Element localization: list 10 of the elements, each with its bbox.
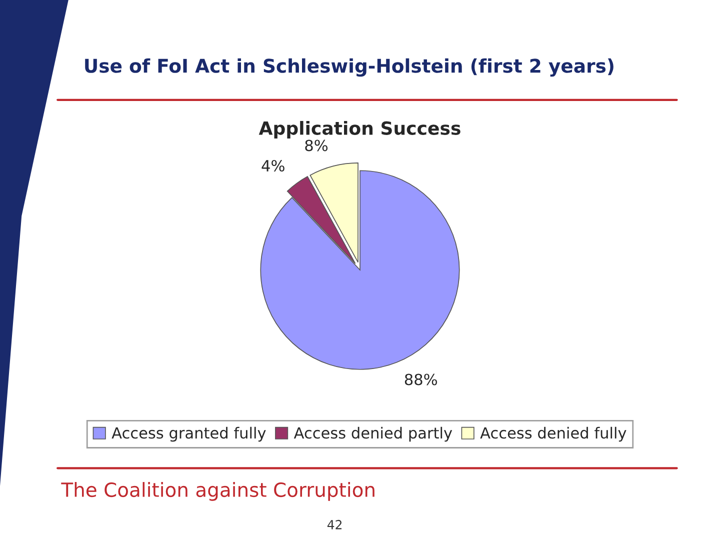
data-label: 88% <box>404 374 438 386</box>
data-label: 4% <box>262 160 284 172</box>
data-label: 8% <box>305 140 328 152</box>
text: 42 <box>327 520 342 530</box>
text: The Coalition against Corruption <box>61 482 374 501</box>
legend-label: Access denied fully <box>480 426 626 442</box>
legend-label: Access denied partly <box>294 426 452 442</box>
chart-subtitle: Application Success <box>258 120 460 138</box>
legend-label: Access granted fully <box>112 426 266 442</box>
chart-title: Use of FoI Act in Schleswig-Holstein (first 2 years) <box>85 58 614 77</box>
